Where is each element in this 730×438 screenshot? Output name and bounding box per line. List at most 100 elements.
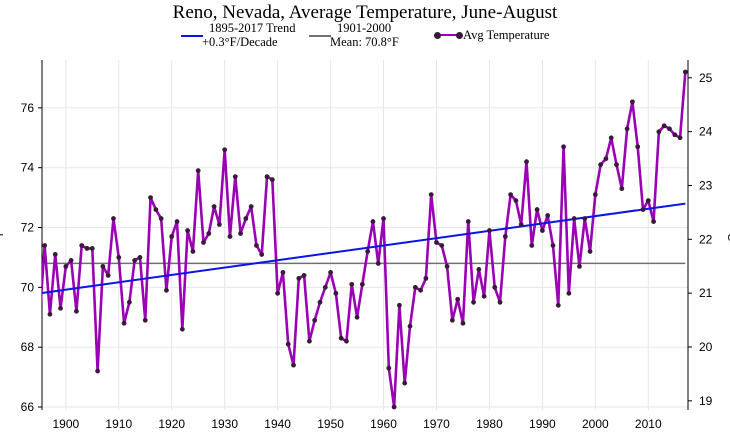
y-left-tick-label: 70: [21, 280, 35, 294]
data-point: [365, 249, 371, 254]
legend-trend-label-1: 1895-2017 Trend: [209, 21, 296, 35]
data-point: [524, 159, 529, 165]
data-point: [492, 284, 498, 290]
data-point: [174, 219, 180, 224]
x-tick-label: 1960: [370, 417, 397, 431]
chart-title: Reno, Nevada, Average Temperature, June-…: [172, 2, 558, 23]
legend-series-label: Avg Temperature: [463, 28, 550, 42]
data-point: [195, 168, 201, 174]
data-point: [291, 362, 296, 368]
data-point: [222, 147, 228, 153]
legend-mean-label-2: Mean: 70.8°F: [330, 35, 399, 49]
x-tick-label: 1920: [158, 417, 185, 431]
data-point: [216, 222, 222, 227]
data-point: [79, 243, 85, 248]
data-point: [428, 192, 434, 198]
data-point: [449, 317, 455, 323]
data-point: [301, 272, 307, 278]
data-point: [439, 243, 445, 248]
data-point: [349, 281, 355, 287]
trend-line: [42, 202, 686, 294]
y-right-tick-label: 24: [699, 125, 713, 139]
data-point: [651, 219, 656, 224]
data-point: [571, 216, 577, 221]
legend-mean-swatch: [309, 35, 331, 37]
data-point: [582, 216, 588, 221]
data-point: [487, 228, 492, 233]
data-point: [296, 275, 302, 281]
data-point: [603, 156, 609, 162]
legend-trend-label-2: +0.3°F/Decade: [202, 35, 278, 49]
data-point: [375, 261, 381, 266]
data-point: [354, 314, 360, 320]
data-point: [275, 290, 281, 296]
data-point: [74, 308, 79, 314]
data-point: [307, 338, 312, 344]
data-point: [614, 162, 619, 168]
data-point: [153, 207, 159, 212]
x-tick-label: 1970: [423, 417, 450, 431]
data-point: [561, 144, 566, 150]
x-tick-label: 1940: [264, 417, 291, 431]
data-point: [407, 323, 413, 329]
data-point: [412, 284, 418, 290]
data-point: [264, 174, 270, 180]
data-point: [52, 252, 58, 257]
data-point: [259, 252, 265, 257]
data-point: [95, 368, 100, 374]
x-tick-label: 2000: [582, 417, 609, 431]
data-point: [619, 186, 625, 192]
tick-labels: 1900 1910 1920 1930 1940 1950 1960 1970 1980 1990…: [0, 71, 730, 431]
data-point: [460, 320, 466, 326]
legend-trend-swatch: [181, 35, 203, 37]
y-right-tick-label: 22: [699, 232, 713, 246]
data-point: [677, 135, 683, 141]
y-right-tick-label: 19: [699, 394, 713, 408]
y-right-tick-label: 25: [699, 71, 713, 85]
y-right-tick-label: 23: [699, 178, 713, 192]
x-tick-label: 1950: [317, 417, 344, 431]
data-point: [158, 216, 164, 221]
data-point: [497, 299, 503, 305]
data-point: [68, 258, 74, 263]
data-point: [164, 287, 169, 293]
data-point: [455, 296, 461, 302]
y-left-tick-label: 66: [21, 400, 35, 414]
y-right-axis-label: °C: [725, 229, 730, 241]
data-point: [624, 126, 630, 132]
data-point: [598, 162, 604, 168]
data-point: [513, 198, 519, 203]
y-left-tick-label: 72: [21, 221, 35, 235]
data-point: [397, 302, 402, 308]
data-point: [116, 255, 122, 260]
data-point: [608, 135, 614, 141]
data-point: [333, 290, 339, 296]
data-point: [248, 204, 254, 209]
data-point: [84, 246, 90, 251]
avg-temperature-line: [42, 71, 687, 409]
y-left-axis-label: °F: [0, 229, 6, 240]
y-left-tick-label: 68: [21, 340, 35, 354]
x-tick-label: 2010: [635, 417, 662, 431]
data-point: [169, 234, 175, 239]
data-point: [555, 302, 561, 308]
data-point: [481, 293, 487, 299]
y-left-tick-label: 76: [21, 101, 35, 115]
data-point: [672, 132, 678, 138]
data-point: [502, 234, 508, 239]
data-point: [534, 207, 540, 212]
data-point: [42, 243, 48, 248]
data-point: [418, 287, 423, 293]
data-point: [444, 264, 450, 269]
data-point: [142, 317, 148, 323]
data-point: [656, 129, 662, 135]
x-tick-label: 1900: [52, 417, 79, 431]
data-point: [587, 249, 593, 254]
data-point: [312, 317, 318, 323]
data-point: [206, 231, 212, 236]
data-point: [645, 198, 651, 203]
data-point: [285, 341, 291, 347]
data-point: [227, 234, 233, 239]
x-tick-label: 1930: [211, 417, 238, 431]
